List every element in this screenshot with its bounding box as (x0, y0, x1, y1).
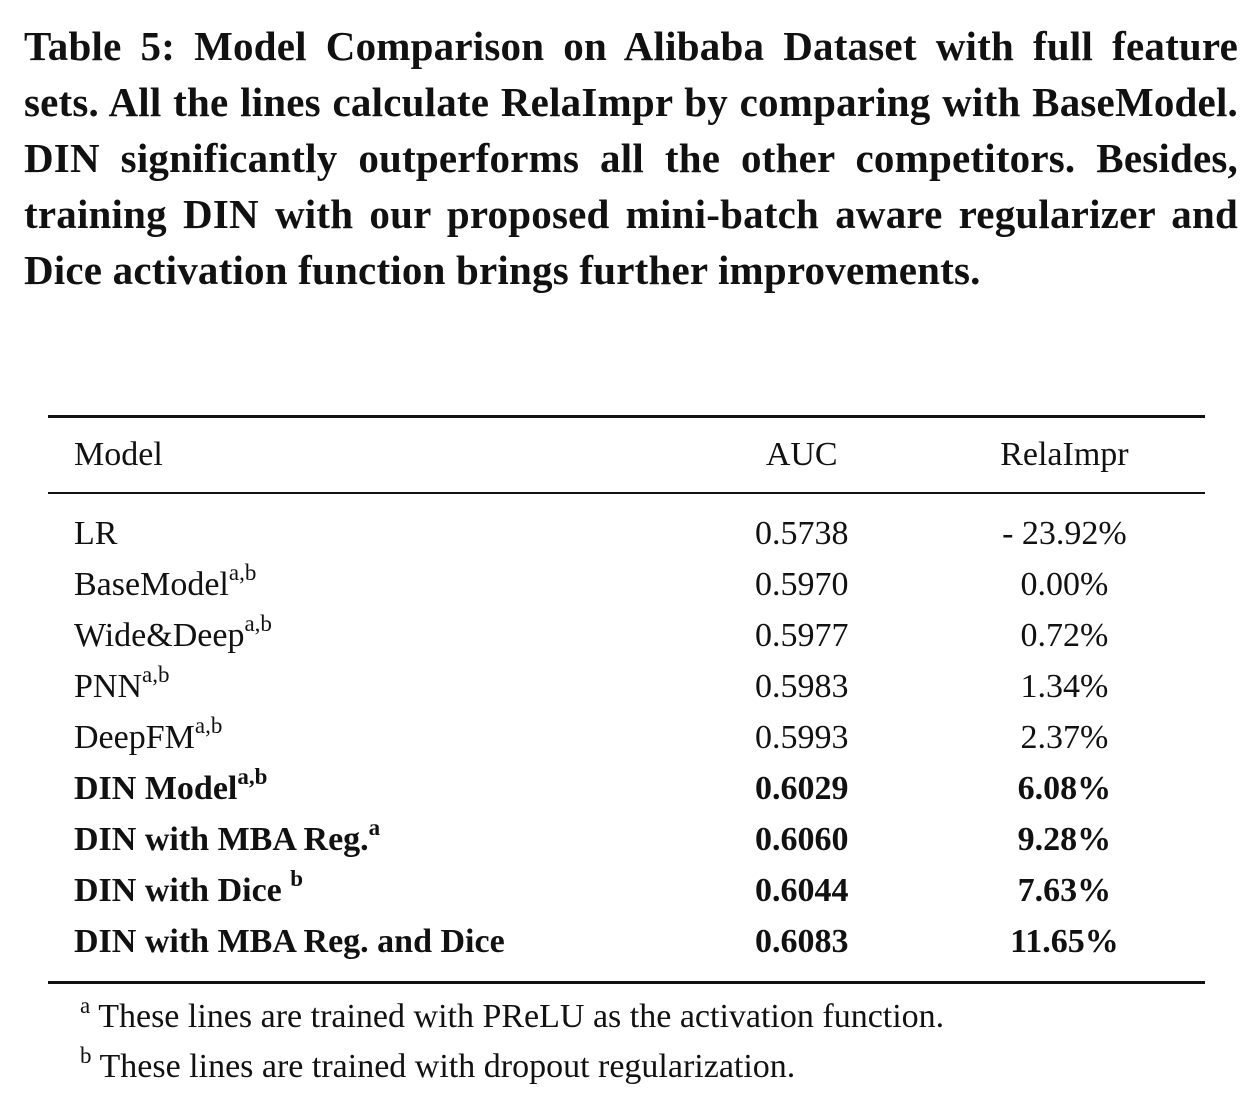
model-comparison-table: Model AUC RelaImpr LR 0.5738 - 23.92% Ba… (48, 415, 1205, 984)
footnote-marker: a,b (142, 662, 170, 688)
footnote-mark: b (80, 1042, 92, 1068)
model-name: DeepFM (74, 718, 195, 756)
model-name: DIN with MBA Reg. and Dice (74, 922, 505, 960)
cell-auc: 0.6044 (754, 871, 849, 909)
header-auc: AUC (765, 436, 838, 473)
table-row: BaseModela,b 0.5970 0.00% (48, 559, 1205, 610)
footnote-a: a These lines are trained with PReLU as t… (80, 992, 944, 1042)
table-row: DeepFMa,b 0.5993 2.37% (48, 712, 1205, 763)
cell-model: DIN with MBA Reg. and Dice (48, 916, 680, 983)
footnote-marker: b (290, 866, 304, 892)
footnote-mark: a (80, 992, 91, 1018)
footnote-marker: a,b (244, 611, 272, 637)
table-header: Model AUC RelaImpr (48, 416, 1205, 493)
cell-relaimpr: 2.37% (1020, 718, 1109, 756)
cell-auc: 0.6060 (754, 820, 849, 858)
table-caption: Table 5: Model Comparison on Alibaba Dat… (24, 23, 1238, 293)
results-table-container: Model AUC RelaImpr LR 0.5738 - 23.92% Ba… (48, 415, 1205, 984)
cell-auc: 0.5983 (754, 667, 849, 705)
model-name: DIN with Dice (74, 871, 291, 909)
model-name: DIN Model (74, 769, 238, 807)
cell-model: LR (48, 493, 680, 559)
model-name: LR (74, 514, 118, 552)
cell-model: Wide&Deepa,b (48, 610, 680, 661)
cell-relaimpr: 11.65% (1010, 922, 1119, 960)
model-name: PNN (74, 667, 143, 705)
footnote-text: These lines are trained with PReLU as th… (98, 998, 945, 1035)
cell-auc: 0.5977 (754, 616, 849, 654)
cell-relaimpr: - 23.92% (1002, 514, 1127, 552)
cell-auc: 0.5993 (754, 718, 849, 756)
cell-model: BaseModela,b (48, 559, 680, 610)
table-row-highlighted: DIN with MBA Reg.a 0.6060 9.28% (48, 814, 1205, 865)
footnote-text: These lines are trained with dropout reg… (99, 1048, 796, 1085)
model-name: Wide&Deep (74, 616, 245, 654)
footnote-marker: a,b (228, 560, 257, 586)
table-row-highlighted: DIN with Dice b 0.6044 7.63% (48, 865, 1205, 916)
cell-model: DIN with Dice b (48, 865, 680, 916)
cell-relaimpr: 6.08% (1017, 769, 1112, 807)
footnote-marker: a,b (194, 713, 223, 739)
cell-model: DeepFMa,b (48, 712, 680, 763)
cell-auc: 0.5738 (754, 514, 849, 552)
cell-relaimpr: 9.28% (1017, 820, 1112, 858)
table-footnotes: a These lines are trained with PReLU as t… (80, 992, 944, 1092)
footnote-b: b These lines are trained with dropout re… (80, 1042, 944, 1092)
footnote-marker: a,b (237, 764, 268, 790)
cell-relaimpr: 1.34% (1020, 667, 1109, 705)
footnote-marker: a (368, 815, 381, 841)
table-body: LR 0.5738 - 23.92% BaseModela,b 0.5970 0… (48, 493, 1205, 983)
cell-model: DIN with MBA Reg.a (48, 814, 680, 865)
table-row: LR 0.5738 - 23.92% (48, 493, 1205, 559)
table-row-highlighted: DIN with MBA Reg. and Dice 0.6083 11.65% (48, 916, 1205, 983)
header-row: Model AUC RelaImpr (48, 416, 1205, 493)
model-name: BaseModel (74, 565, 229, 603)
cell-auc: 0.6083 (754, 922, 849, 960)
header-model: Model (74, 436, 163, 473)
cell-relaimpr: 7.63% (1017, 871, 1112, 909)
header-relaimpr: RelaImpr (1000, 436, 1129, 473)
table-row: Wide&Deepa,b 0.5977 0.72% (48, 610, 1205, 661)
cell-auc: 0.6029 (754, 769, 849, 807)
cell-auc: 0.5970 (754, 565, 849, 603)
table-row-highlighted: DIN Modela,b 0.6029 6.08% (48, 763, 1205, 814)
model-name: DIN with MBA Reg. (74, 820, 369, 858)
cell-model: DIN Modela,b (48, 763, 680, 814)
table-row: PNNa,b 0.5983 1.34% (48, 661, 1205, 712)
cell-model: PNNa,b (48, 661, 680, 712)
cell-relaimpr: 0.72% (1020, 616, 1109, 654)
cell-relaimpr: 0.00% (1020, 565, 1109, 603)
